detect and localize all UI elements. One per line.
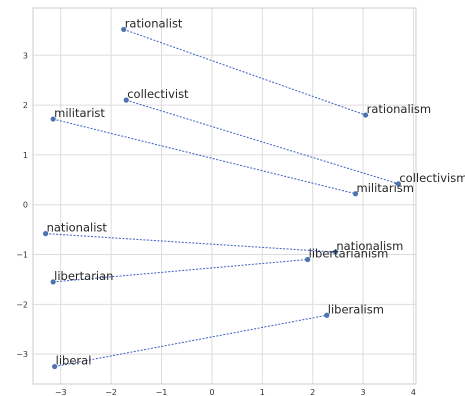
data-point: [332, 249, 338, 255]
point-label: collectivist: [127, 87, 189, 101]
y-tick-label: 1: [23, 151, 28, 160]
y-tick-label: −3: [16, 350, 28, 359]
pair-line: [126, 99, 399, 185]
y-tick-label: 0: [23, 201, 28, 210]
data-point: [121, 26, 127, 33]
data-point: [395, 181, 401, 187]
pair-line: [53, 118, 356, 195]
pair-line: [54, 314, 327, 368]
pair-line: [45, 233, 336, 253]
y-tick-label: 3: [23, 51, 28, 60]
data-point: [123, 97, 129, 103]
x-tick-label: 4: [411, 388, 416, 396]
point-label: militarism: [357, 181, 414, 195]
data-point: [363, 112, 369, 118]
x-tick-label: −3: [55, 388, 67, 396]
plot-background: [33, 8, 416, 384]
data-point: [52, 363, 58, 370]
data-point: [305, 256, 311, 263]
x-tick-label: 3: [361, 388, 366, 396]
point-labels: rationalist rationalism collectivist collec…: [47, 16, 465, 367]
point-label: militarist: [54, 106, 105, 120]
point-label: libertarianism: [309, 246, 389, 260]
pair-line: [123, 28, 366, 116]
y-tick-label: −2: [16, 300, 28, 309]
point-label: nationalist: [47, 221, 108, 235]
point-label: collectivism: [399, 171, 465, 185]
point-label: libertarian: [54, 269, 113, 283]
pair-lines: [45, 28, 399, 368]
grid-lines: [33, 8, 416, 384]
data-point: [352, 191, 359, 197]
x-tick-label: −1: [156, 388, 168, 396]
data-point: [42, 231, 49, 237]
plot-frame: [32, 7, 417, 385]
point-label: rationalist: [125, 16, 183, 30]
data-points: [42, 26, 401, 370]
y-tick-label: −1: [16, 251, 28, 260]
data-point: [50, 116, 56, 122]
x-tick-label: 1: [260, 388, 265, 396]
x-tick-label: −2: [105, 388, 117, 396]
point-label: nationalism: [336, 239, 403, 253]
point-label: liberal: [56, 354, 92, 368]
y-tick-label: 2: [23, 101, 28, 110]
x-tick-label: 2: [310, 388, 315, 396]
data-point: [50, 279, 56, 285]
point-label: rationalism: [367, 102, 431, 116]
pair-line: [53, 258, 308, 283]
data-point: [324, 312, 330, 318]
tick-labels: −3 −2 −1 0 1 2 3 4 −3 −2 −1 0 1 2 3: [16, 51, 416, 396]
x-tick-label: 0: [209, 388, 214, 396]
point-label: liberalism: [328, 302, 384, 316]
